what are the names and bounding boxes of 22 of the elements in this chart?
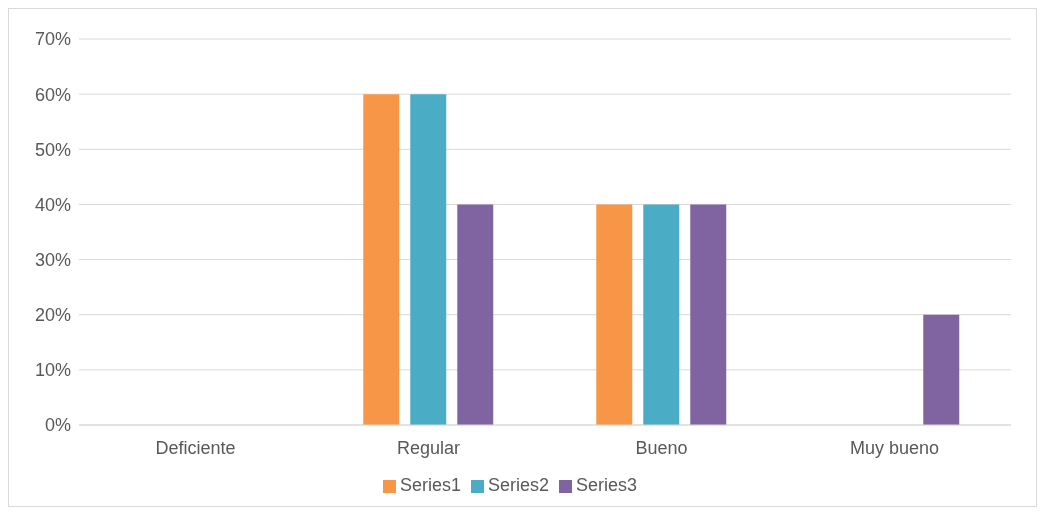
bar [457, 204, 494, 425]
y-tick-label: 20% [34, 305, 71, 326]
bar [596, 204, 633, 425]
bar [643, 204, 680, 425]
y-tick-label: 60% [34, 84, 71, 105]
x-tick-label: Muy bueno [849, 437, 940, 458]
bar [923, 314, 960, 425]
y-tick-label: 70% [34, 29, 71, 50]
legend-label: Series2 [487, 475, 550, 495]
bar [363, 94, 400, 425]
bar [690, 204, 727, 425]
y-tick-label: 30% [34, 249, 71, 270]
bar [410, 94, 447, 425]
legend-label: Series1 [399, 475, 461, 495]
x-tick-label: Deficiente [155, 437, 236, 458]
y-tick-label: 50% [34, 139, 71, 160]
y-tick-label: 10% [34, 360, 71, 381]
x-tick-label: Bueno [635, 437, 688, 458]
y-tick-label: 0% [44, 415, 71, 436]
y-tick-label: 40% [34, 194, 71, 215]
x-tick-label: Regular [396, 437, 461, 458]
legend-label: Series3 [576, 475, 638, 495]
